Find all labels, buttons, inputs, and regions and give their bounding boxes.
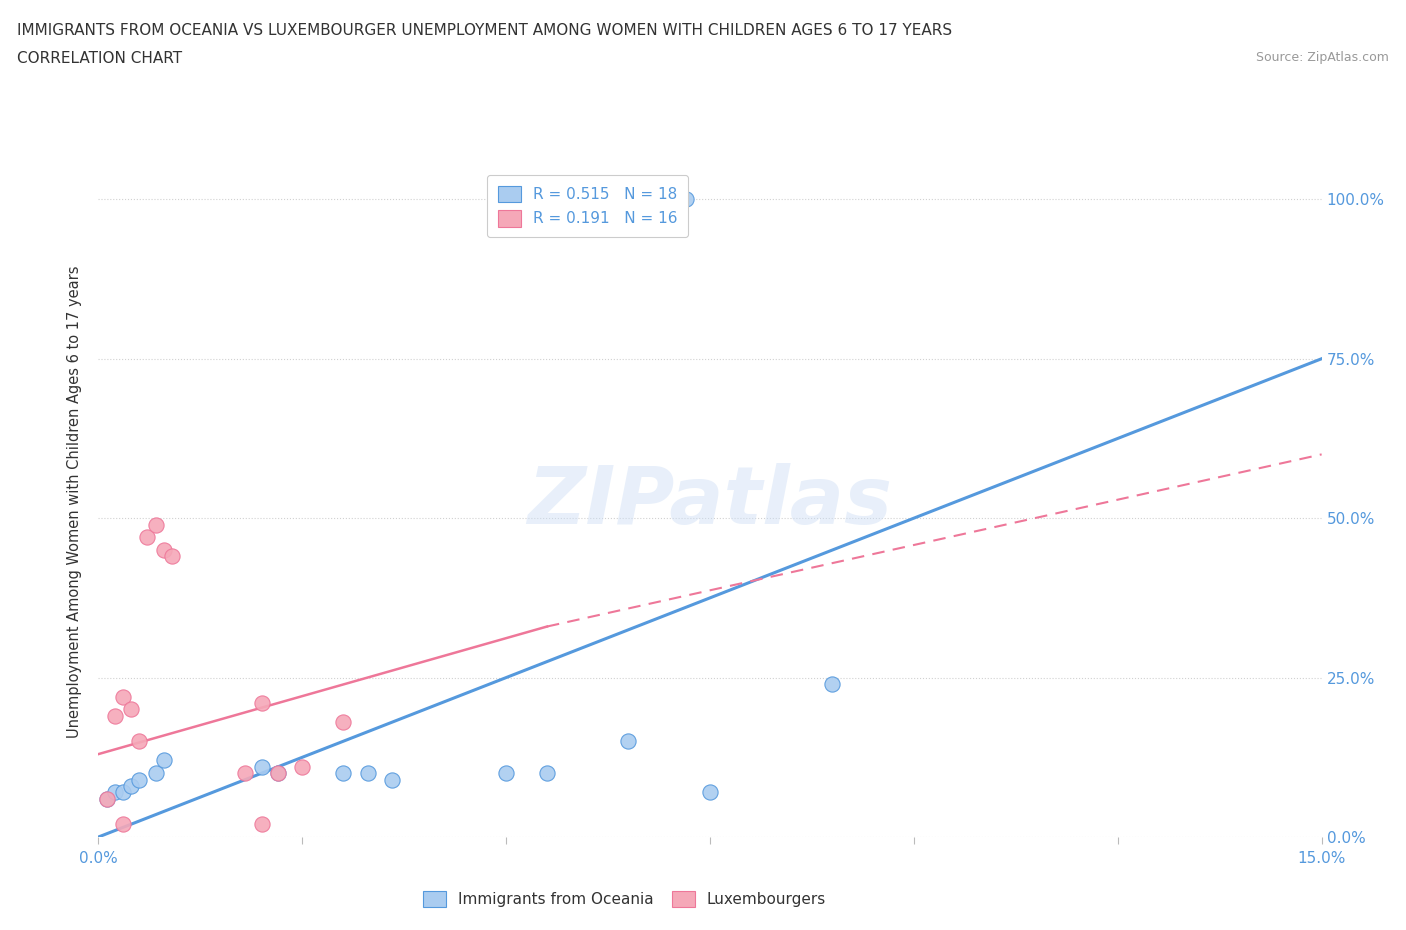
Point — [332, 765, 354, 780]
Text: IMMIGRANTS FROM OCEANIA VS LUXEMBOURGER UNEMPLOYMENT AMONG WOMEN WITH CHILDREN A: IMMIGRANTS FROM OCEANIA VS LUXEMBOURGER … — [17, 23, 952, 38]
Point — [145, 765, 167, 780]
Point — [152, 542, 174, 557]
Y-axis label: Unemployment Among Women with Children Ages 6 to 17 years: Unemployment Among Women with Children A… — [67, 266, 83, 738]
Point — [675, 192, 697, 206]
Point — [111, 689, 134, 704]
Point — [699, 785, 721, 800]
Point — [617, 734, 640, 749]
Point — [821, 676, 844, 691]
Point — [136, 530, 159, 545]
Point — [495, 765, 517, 780]
Point — [160, 549, 183, 564]
Point — [291, 760, 314, 775]
Point — [120, 702, 142, 717]
Point — [356, 765, 378, 780]
Point — [250, 817, 273, 831]
Text: CORRELATION CHART: CORRELATION CHART — [17, 51, 181, 66]
Text: Source: ZipAtlas.com: Source: ZipAtlas.com — [1256, 51, 1389, 64]
Point — [111, 785, 134, 800]
Point — [267, 765, 290, 780]
Point — [250, 760, 273, 775]
Point — [128, 772, 150, 787]
Point — [128, 734, 150, 749]
Point — [250, 696, 273, 711]
Point — [381, 772, 404, 787]
Text: ZIPatlas: ZIPatlas — [527, 463, 893, 541]
Point — [104, 709, 127, 724]
Legend: Immigrants from Oceania, Luxembourgers: Immigrants from Oceania, Luxembourgers — [413, 882, 835, 916]
Point — [267, 765, 290, 780]
Point — [96, 791, 118, 806]
Point — [536, 765, 558, 780]
Point — [332, 715, 354, 730]
Point — [120, 778, 142, 793]
Point — [145, 517, 167, 532]
Point — [111, 817, 134, 831]
Point — [104, 785, 127, 800]
Point — [96, 791, 118, 806]
Point — [233, 765, 256, 780]
Point — [152, 753, 174, 768]
